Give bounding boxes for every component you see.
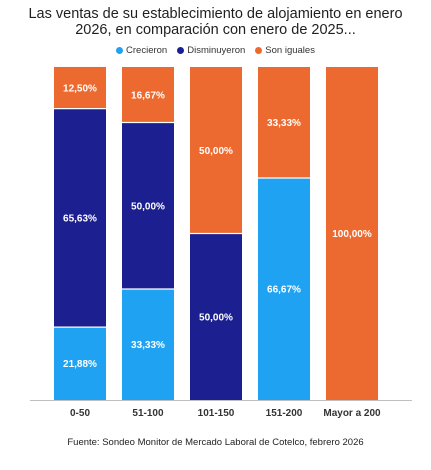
legend-item-son-iguales: Son iguales xyxy=(255,45,315,56)
chart-title: Las ventas de su establecimiento de aloj… xyxy=(0,6,431,38)
bar-crecieron-51-100 xyxy=(122,289,174,400)
bar-disminuyeron-0-50 xyxy=(54,108,106,328)
legend-label-son-iguales: Son iguales xyxy=(265,45,315,56)
chart-title-line-2: 2026, en comparación con enero de 2025..… xyxy=(75,22,356,38)
data-label-disminuyeron-0-50: 65,63% xyxy=(63,213,97,224)
bar-son-iguales-mayor-a-200 xyxy=(326,67,378,400)
bar-crecieron-151-200 xyxy=(258,177,310,400)
bar-crecieron-0-50 xyxy=(54,327,106,400)
data-label-crecieron-0-50: 21,88% xyxy=(63,359,97,370)
bar-son-iguales-51-100 xyxy=(122,67,174,123)
x-tick-label-101-150: 101-150 xyxy=(198,408,235,419)
x-tick-label-151-200: 151-200 xyxy=(266,408,303,419)
source-note: Fuente: Sondeo Monitor de Mercado Labora… xyxy=(67,437,364,448)
data-label-crecieron-151-200: 66,67% xyxy=(267,284,301,295)
data-label-son-iguales-151-200: 33,33% xyxy=(267,118,301,129)
data-label-disminuyeron-51-100: 50,00% xyxy=(131,201,165,212)
data-label-son-iguales-101-150: 50,00% xyxy=(199,146,233,157)
bar-son-iguales-101-150 xyxy=(190,67,242,234)
bar-son-iguales-0-50 xyxy=(54,66,106,109)
x-tick-label-51-100: 51-100 xyxy=(132,408,164,419)
chart-title-line-1: Las ventas de su establecimiento de aloj… xyxy=(28,6,403,22)
data-label-son-iguales-mayor-a-200: 100,00% xyxy=(332,229,372,240)
data-label-disminuyeron-101-150: 50,00% xyxy=(199,312,233,323)
bar-son-iguales-151-200 xyxy=(258,67,310,178)
bar-disminuyeron-101-150 xyxy=(190,233,242,400)
data-label-crecieron-51-100: 33,33% xyxy=(131,340,165,351)
legend-marker-disminuyeron xyxy=(177,47,185,54)
x-tick-label-mayor-a-200: Mayor a 200 xyxy=(323,408,381,419)
legend-marker-son-iguales xyxy=(255,47,263,54)
chart-legend: Crecieron Disminuyeron Son iguales xyxy=(0,45,431,56)
legend-label-disminuyeron: Disminuyeron xyxy=(187,45,246,56)
data-label-son-iguales-51-100: 16,67% xyxy=(131,90,165,101)
x-tick-label-0-50: 0-50 xyxy=(70,408,90,419)
legend-item-crecieron: Crecieron xyxy=(116,45,167,56)
legend-marker-crecieron xyxy=(116,47,124,54)
data-label-son-iguales-0-50: 12,50% xyxy=(63,83,97,94)
legend-label-crecieron: Crecieron xyxy=(126,45,168,56)
legend-item-disminuyeron: Disminuyeron xyxy=(177,45,245,56)
bar-disminuyeron-51-100 xyxy=(122,122,174,290)
